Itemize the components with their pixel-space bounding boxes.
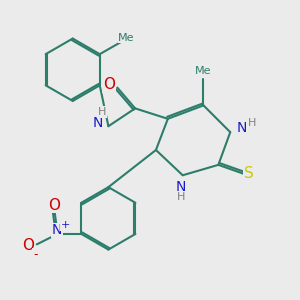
Text: -: -	[33, 248, 38, 261]
Text: +: +	[60, 220, 70, 230]
Text: N: N	[93, 116, 103, 130]
Text: H: H	[248, 118, 256, 128]
Text: N: N	[52, 224, 62, 237]
Text: Me: Me	[195, 66, 212, 76]
Text: H: H	[98, 107, 106, 117]
Text: S: S	[244, 166, 254, 181]
Text: N: N	[236, 121, 247, 135]
Text: H: H	[177, 192, 185, 202]
Text: N: N	[176, 180, 186, 194]
Text: O: O	[49, 198, 61, 213]
Text: O: O	[103, 77, 115, 92]
Text: O: O	[22, 238, 34, 253]
Text: Me: Me	[118, 33, 135, 43]
